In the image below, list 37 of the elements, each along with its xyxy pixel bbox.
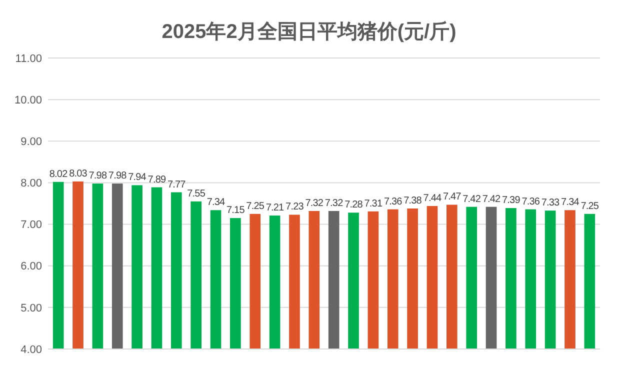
y-tick-label: 7.00 [20, 219, 42, 232]
data-label: 7.98 [88, 170, 108, 182]
y-tick-label: 6.00 [20, 260, 42, 273]
y-tick-label: 11.00 [15, 52, 42, 65]
data-label: 7.38 [404, 195, 422, 206]
data-label: 7.36 [384, 196, 403, 208]
data-label: 7.44 [423, 192, 442, 204]
data-label: 7.55 [187, 188, 206, 200]
data-label: 7.39 [502, 195, 521, 206]
data-label: 7.42 [462, 194, 482, 205]
data-label: 7.33 [541, 198, 560, 209]
y-tick-label: 9.00 [20, 136, 42, 148]
data-label: 7.31 [364, 198, 383, 210]
data-label: 7.89 [148, 174, 166, 186]
data-label: 8.03 [69, 168, 88, 180]
data-label: 7.21 [266, 202, 285, 214]
data-label: 7.34 [561, 197, 580, 208]
chart-title: 2025年2月全国日平均猪价(元/斤) [162, 20, 456, 43]
data-label: 7.23 [286, 202, 304, 213]
y-tick-label: 8.00 [20, 178, 42, 190]
data-label: 7.34 [206, 197, 226, 208]
data-label: 7.36 [522, 196, 540, 208]
data-label: 8.02 [49, 168, 68, 180]
y-tick-label: 5.00 [20, 302, 42, 314]
data-label: 7.25 [580, 200, 600, 212]
data-label: 7.98 [108, 170, 128, 182]
data-label: 7.15 [226, 205, 246, 216]
data-label: 7.94 [128, 172, 147, 184]
data-label: 7.32 [324, 198, 344, 209]
data-label: 7.47 [442, 192, 462, 203]
data-label: 7.32 [305, 198, 324, 209]
y-tick-label: 10.00 [14, 94, 42, 106]
data-label: 7.77 [167, 179, 186, 190]
data-label: 7.28 [344, 200, 364, 211]
data-label: 7.25 [246, 200, 265, 212]
y-tick-label: 4.00 [20, 344, 42, 356]
data-label: 7.42 [482, 194, 502, 205]
